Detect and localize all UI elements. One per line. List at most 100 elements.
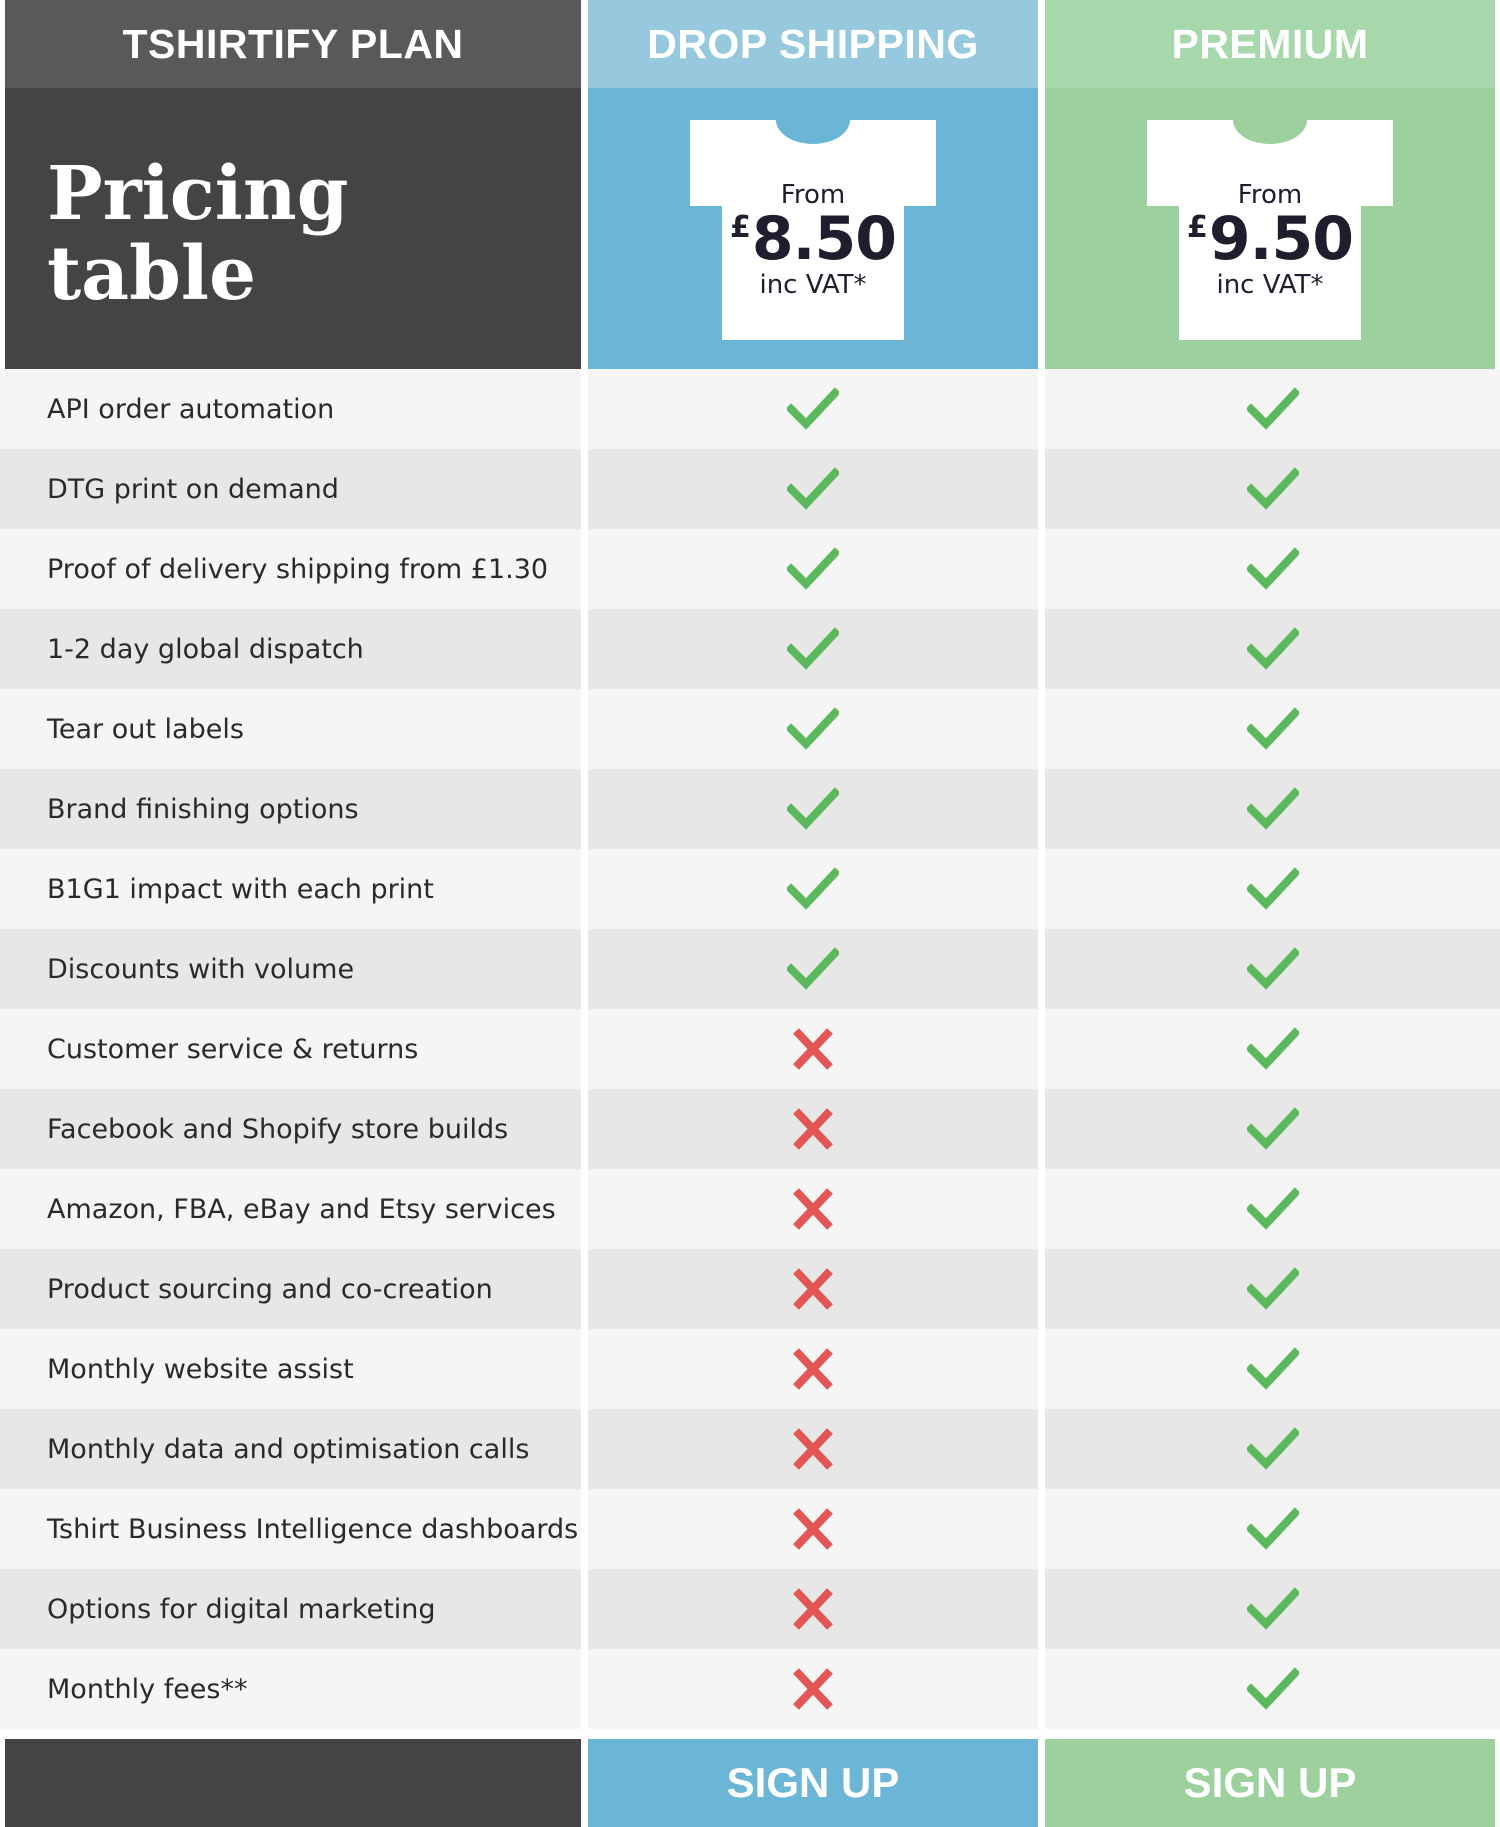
check-icon [787,947,839,991]
feature-cell: API order automation [0,369,581,449]
check-icon [787,627,839,671]
drop-currency: £ [730,210,751,245]
cross-icon [787,1507,839,1551]
drop-shipping-cell [588,769,1038,849]
title-line-2: table [47,231,257,317]
check-icon [1246,627,1299,671]
premium-cell [1045,529,1500,609]
table-row: Monthly fees** [0,1649,1500,1729]
premium-cell [1045,929,1500,1009]
premium-cell [1045,689,1500,769]
check-icon [1246,1587,1299,1631]
feature-cell: Proof of delivery shipping from £1.30 [0,529,581,609]
cross-icon [787,1667,839,1711]
feature-cell: Tshirt Business Intelligence dashboards [0,1489,581,1569]
premium-cell [1045,369,1500,449]
premium-vat-label: inc VAT* [1216,270,1324,300]
check-icon [1246,1027,1299,1071]
feature-label: Options for digital marketing [47,1593,436,1625]
cross-icon [787,1027,839,1071]
premium-price: £9.50 [1147,204,1393,274]
feature-label: Proof of delivery shipping from £1.30 [47,553,549,585]
feature-label: Monthly data and optimisation calls [47,1433,530,1465]
check-icon [787,787,839,831]
check-icon [1246,1667,1299,1711]
feature-label: API order automation [47,393,335,425]
table-row: Brand finishing options [0,769,1500,849]
premium-from-label: From [1237,180,1303,210]
drop-shipping-cell [588,1409,1038,1489]
check-icon [1246,387,1299,431]
check-icon [787,707,839,751]
premium-cell [1045,1249,1500,1329]
table-row: Discounts with volume [0,929,1500,1009]
table-row: 1-2 day global dispatch [0,609,1500,689]
premium-price-value: 9.50 [1208,204,1354,274]
drop-shipping-cell [588,929,1038,1009]
feature-label: Tshirt Business Intelligence dashboards [47,1513,579,1545]
drop-shipping-cell [588,1569,1038,1649]
check-icon [1246,1107,1299,1151]
table-row: Tear out labels [0,689,1500,769]
check-icon [1246,787,1299,831]
table-row: Monthly website assist [0,1329,1500,1409]
premium-cell [1045,1649,1500,1729]
feature-cell: 1-2 day global dispatch [0,609,581,689]
feature-cell: DTG print on demand [0,449,581,529]
premium-cell [1045,849,1500,929]
drop-shipping-cell [588,1169,1038,1249]
footer-spacer [5,1739,581,1827]
premium-signup-button[interactable]: SIGN UP [1045,1739,1495,1827]
cross-icon [787,1187,839,1231]
feature-label: Facebook and Shopify store builds [47,1113,509,1145]
premium-price-panel: From £9.50 inc VAT* [1045,88,1495,369]
check-icon [1246,1347,1299,1391]
premium-cell [1045,449,1500,529]
feature-label: Brand finishing options [47,793,359,825]
check-icon [1246,1427,1299,1471]
feature-cell: Facebook and Shopify store builds [0,1089,581,1169]
tshirt-icon [690,120,936,340]
header-premium-label: PREMIUM [1045,0,1495,88]
feature-cell: Monthly data and optimisation calls [0,1409,581,1489]
header-plan-label: TSHIRTIFY PLAN [5,0,581,88]
drop-shipping-cell [588,1649,1038,1729]
cross-icon [787,1427,839,1471]
feature-cell: Customer service & returns [0,1009,581,1089]
feature-cell: Discounts with volume [0,929,581,1009]
drop-shipping-cell [588,449,1038,529]
table-row: Proof of delivery shipping from £1.30 [0,529,1500,609]
page-title: Pricing table [47,154,348,314]
premium-cell [1045,1409,1500,1489]
drop-shipping-cell [588,369,1038,449]
premium-cell [1045,1089,1500,1169]
premium-cell [1045,1009,1500,1089]
drop-shipping-signup-button[interactable]: SIGN UP [588,1739,1038,1827]
drop-shipping-price-panel: From £8.50 inc VAT* [588,88,1038,369]
feature-label: Product sourcing and co-creation [47,1273,493,1305]
feature-label: Amazon, FBA, eBay and Etsy services [47,1193,556,1225]
check-icon [1246,707,1299,751]
feature-label: Customer service & returns [47,1033,419,1065]
drop-shipping-cell [588,1089,1038,1169]
feature-cell: Brand finishing options [0,769,581,849]
feature-cell: Options for digital marketing [0,1569,581,1649]
feature-label: Tear out labels [47,713,244,745]
premium-cell [1045,1489,1500,1569]
check-icon [1246,1507,1299,1551]
drop-shipping-cell [588,1249,1038,1329]
table-row: DTG print on demand [0,449,1500,529]
drop-shipping-tshirt: From £8.50 inc VAT* [690,120,936,340]
title-line-1: Pricing [47,151,349,237]
table-row: Customer service & returns [0,1009,1500,1089]
drop-from-label: From [780,180,846,210]
check-icon [1246,1187,1299,1231]
table-row: Amazon, FBA, eBay and Etsy services [0,1169,1500,1249]
premium-cell [1045,1569,1500,1649]
feature-label: Monthly fees** [47,1673,248,1705]
check-icon [787,547,839,591]
check-icon [1246,947,1299,991]
cross-icon [787,1107,839,1151]
check-icon [787,387,839,431]
feature-cell: Amazon, FBA, eBay and Etsy services [0,1169,581,1249]
